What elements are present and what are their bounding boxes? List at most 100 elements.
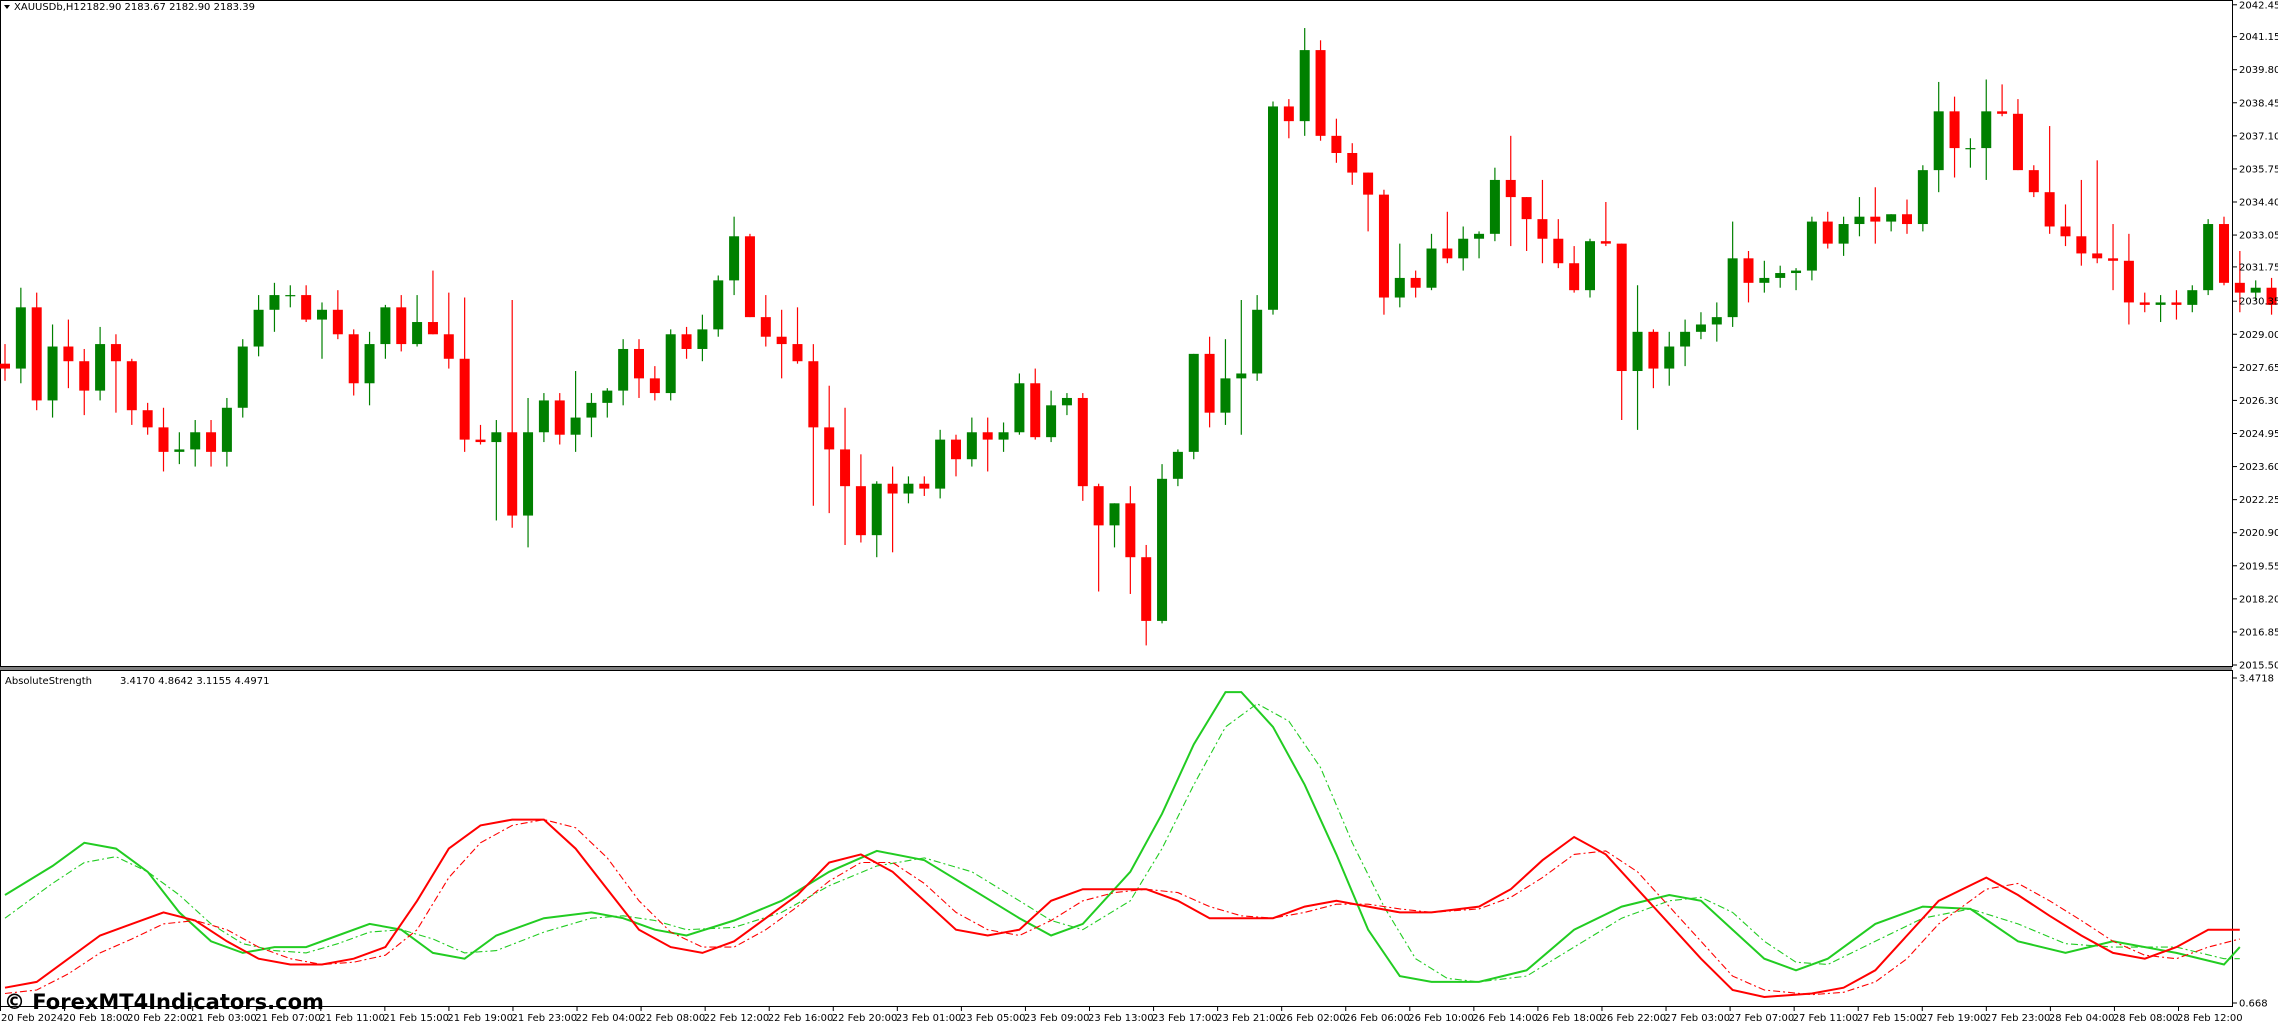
time-tick-label: 27 Feb 03:00 [1665,1013,1731,1024]
candle [1458,226,1469,271]
candle-body [1283,106,1294,122]
candle [523,397,534,548]
candle-body [47,346,58,401]
candle [2250,280,2261,300]
time-tick-label: 23 Feb 09:00 [1024,1013,1090,1024]
time-tick-label: 26 Feb 22:00 [1600,1013,1666,1024]
candle [2203,219,2214,296]
candle-body [1157,478,1168,621]
candle-body [15,307,26,369]
candle-body [1141,557,1152,621]
candle-body [1997,111,2008,114]
candle-body [1268,106,1278,310]
candle [1252,295,1263,381]
candle-body [491,432,502,443]
candle-body [1347,152,1358,173]
candle-body [2076,236,2087,254]
candle [364,331,375,406]
time-tick-label: 23 Feb 21:00 [1216,1013,1282,1024]
candle-body [776,336,787,345]
candle-body [1474,233,1485,239]
price-tick-label: 2026.30 [2239,396,2278,407]
candle [1505,135,1516,247]
candle-body [1458,238,1469,259]
price-tick-label: 2039.80 [2239,65,2278,76]
candle [301,285,312,323]
indicator-name: AbsoluteStrength [5,676,92,687]
candle [1537,179,1548,264]
candle [31,292,42,411]
time-tick-label: 26 Feb 02:00 [1280,1013,1346,1024]
candle [79,348,90,416]
candle-body [554,400,565,435]
price-tick-label: 2020.90 [2239,528,2278,539]
candle [1902,199,1912,234]
candle-body [2108,258,2119,261]
candle [602,388,613,418]
time-tick-label: 27 Feb 19:00 [1921,1013,1987,1024]
candle [491,420,502,521]
candle-body [744,236,755,318]
candle-body [903,483,914,494]
chart-menu-triangle-icon[interactable] [4,5,10,9]
candle-body [808,361,819,428]
price-pane-frame [0,0,2233,667]
candle-body [332,309,343,335]
candle-body [475,439,486,443]
candle-body [634,348,644,379]
candle [1046,390,1057,443]
candle-body [396,307,407,345]
candle [1283,99,1294,139]
candle-body [2250,287,2261,293]
time-tick-label: 22 Feb 08:00 [640,1013,706,1024]
candle [348,329,359,396]
candle [507,299,518,528]
candle [1680,319,1691,367]
price-tick-label: 2038.45 [2239,98,2278,109]
candle [1965,138,1976,168]
candle [554,393,565,445]
candle-body [1616,243,1627,372]
candle [1109,503,1120,548]
candle-body [1854,216,1865,225]
candle [681,326,692,359]
candle [142,402,153,435]
candle [951,434,961,477]
candle-body [1680,331,1691,347]
symbol-label: XAUUSDb,H1 [14,2,80,13]
time-tick-label: 22 Feb 12:00 [704,1013,770,1024]
candle-body [348,334,359,384]
price-axis[interactable]: 2042.45 2041.15 2039.80 2038.45 2037.10 2035.… [2233,0,2278,672]
indicator-tick-label: 3.4718 [2239,674,2274,685]
candle-body [1315,50,1326,136]
time-tick-label: 27 Feb 11:00 [1793,1013,1859,1024]
candle-body [1188,353,1199,452]
candle-body [824,427,835,450]
candle-body [507,432,518,516]
candle [649,366,660,401]
candle-body [792,344,803,362]
candle-body [253,309,264,347]
candle-body [412,322,423,345]
candle [2076,179,2087,266]
candle [190,420,201,467]
candle [1806,216,1817,281]
indicator-values: 3.4170 4.8642 3.1155 4.4971 [120,676,270,687]
candle-body [1014,383,1025,433]
candle [2266,277,2277,315]
indicator-line-1 [4,691,2241,983]
candle-body [2060,226,2071,237]
candle [459,297,470,452]
time-tick-label: 23 Feb 17:00 [1152,1013,1218,1024]
candle [919,476,930,496]
candle-body [364,344,375,384]
candle-body [665,334,676,394]
indicator-line-2 [4,703,2240,983]
candle-body [221,407,232,452]
candle [2155,295,2166,323]
candle [1426,233,1437,291]
candle [855,454,866,543]
candle-body [2092,253,2103,259]
